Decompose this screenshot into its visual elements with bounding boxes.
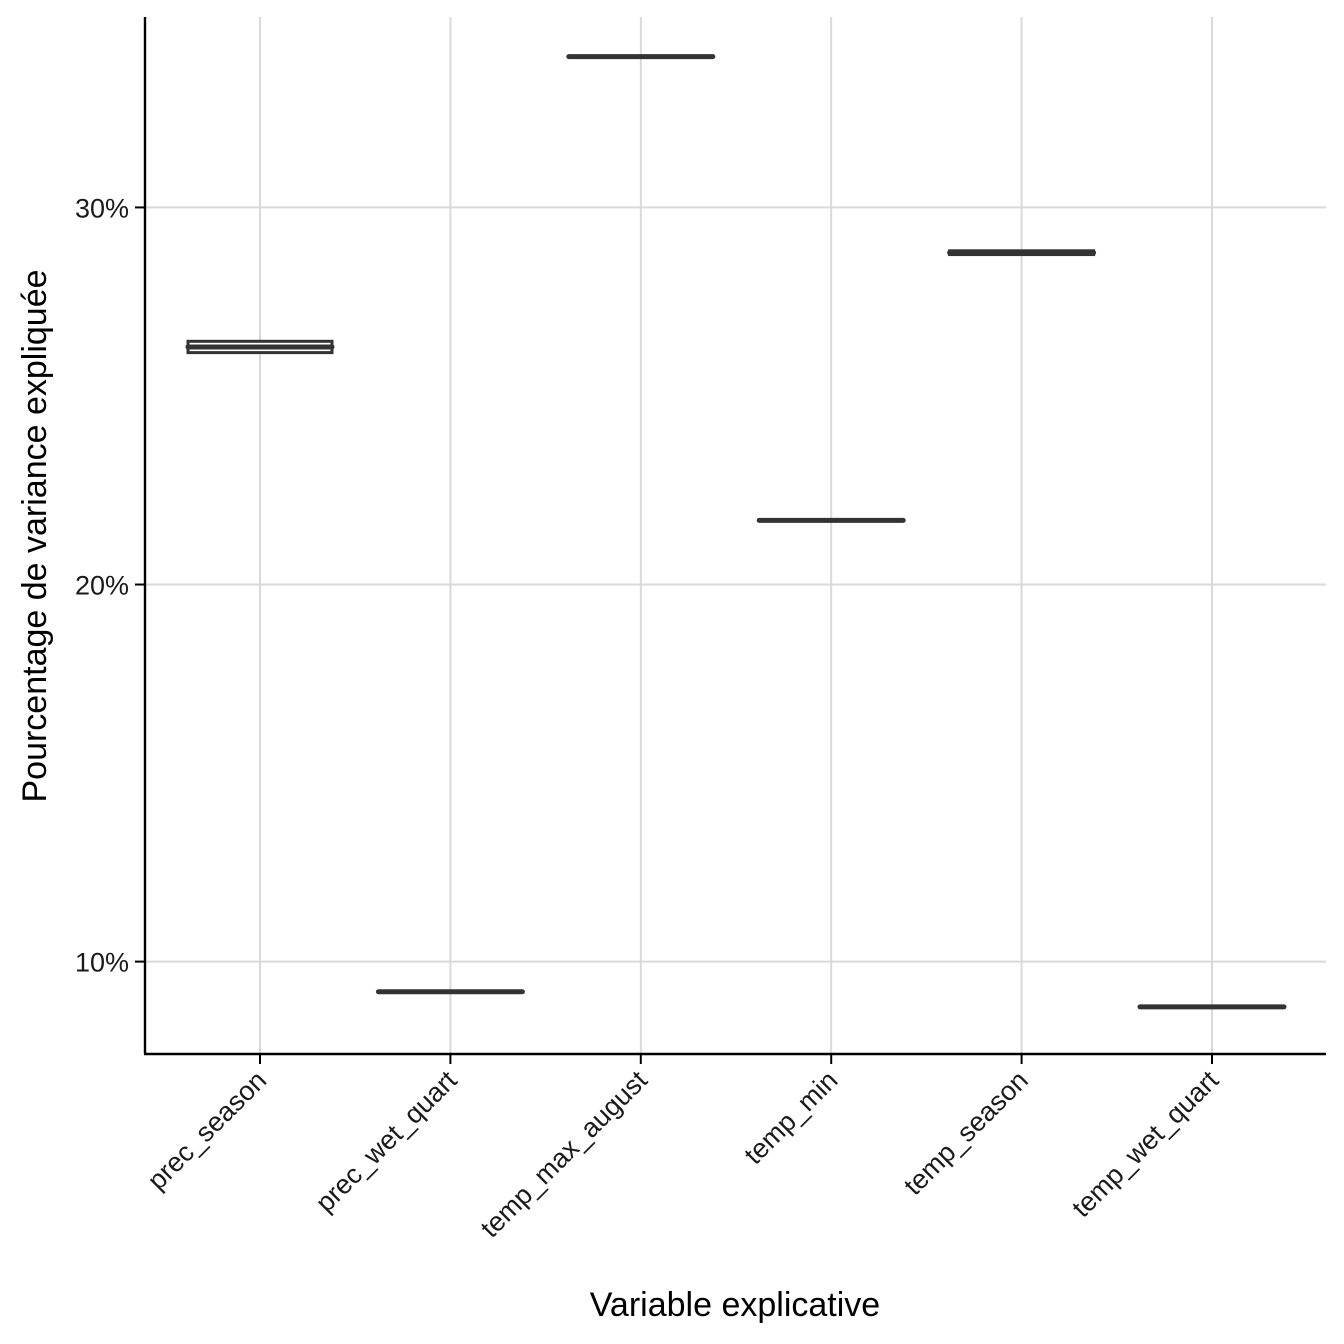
boxes [185, 54, 1287, 1010]
grid-lines [145, 17, 1326, 1054]
axes [143, 17, 1326, 1056]
y-tick-label: 30% [75, 193, 129, 223]
y-axis-title: Pourcentage de variance expliquée [16, 269, 54, 802]
x-tick-label: temp_wet_quart [1066, 1065, 1224, 1223]
y-tick-label: 20% [75, 571, 129, 601]
x-axis-title: Variable explicative [590, 1286, 880, 1324]
y-tick-label: 10% [75, 948, 129, 978]
x-tick-label: prec_season [142, 1065, 273, 1196]
x-tick-label: temp_season [898, 1065, 1034, 1201]
x-tick-label: temp_min [738, 1065, 843, 1170]
x-tick-label: temp_max_august [475, 1065, 654, 1244]
x-tick-label: prec_wet_quart [310, 1065, 463, 1218]
